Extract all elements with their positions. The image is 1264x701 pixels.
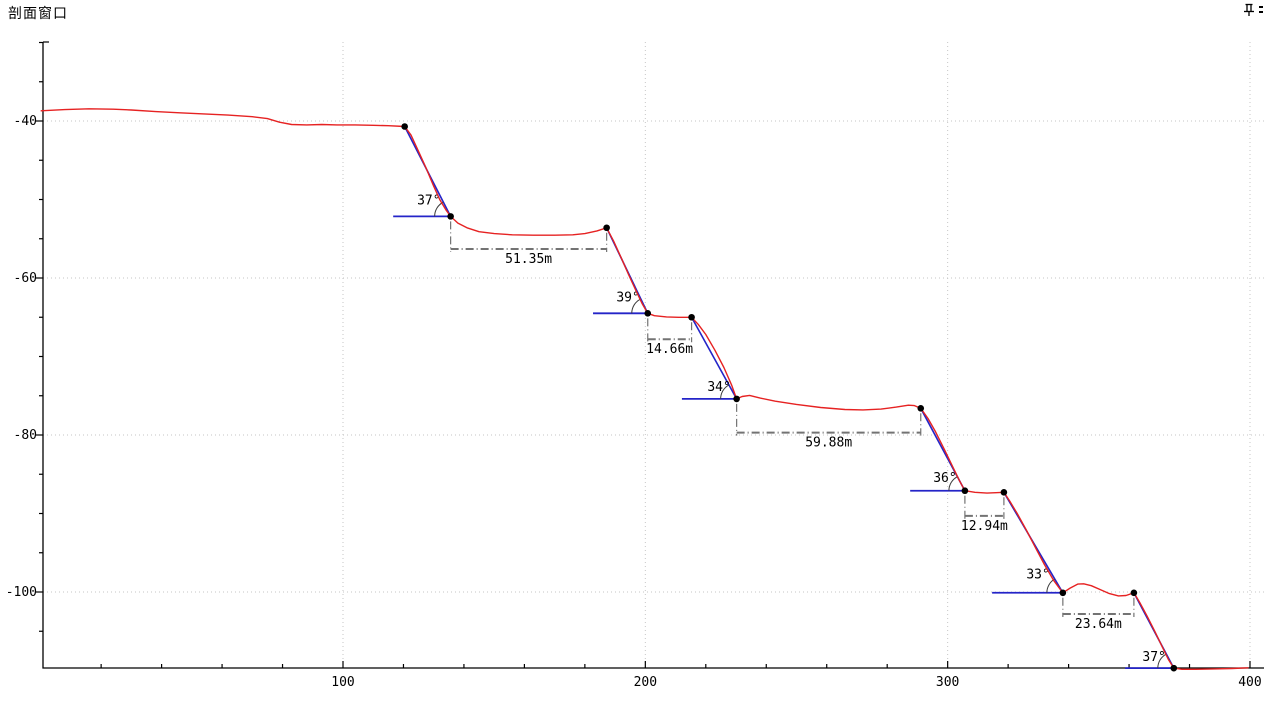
slope-angle-label: 33°	[1026, 568, 1049, 583]
x-tick-label: 200	[634, 675, 657, 690]
pin-icon[interactable]	[1241, 2, 1257, 18]
y-tick-label: -60	[14, 271, 37, 286]
profile-node-dot	[1130, 589, 1138, 597]
slope-angle-label: 39°	[616, 291, 639, 306]
bench-length-label: 59.88m	[805, 436, 852, 451]
angle-arc	[434, 201, 444, 217]
terrain-profile-line	[40, 108, 1249, 670]
y-tick-label: -80	[14, 428, 37, 443]
angle-arc	[720, 384, 730, 399]
x-tick-label: 100	[331, 675, 354, 690]
y-tick-label: -100	[6, 585, 37, 600]
profile-node-dot	[1170, 664, 1178, 672]
profile-node-dot	[644, 310, 652, 317]
bench-length-label: 23.64m	[1075, 617, 1122, 632]
x-tick-label: 400	[1238, 675, 1261, 690]
angle-arc	[1046, 578, 1056, 593]
profile-node-dot	[1000, 489, 1008, 496]
bench-length-label: 12.94m	[961, 519, 1008, 534]
profile-node-dot	[401, 123, 408, 130]
close-icon[interactable]	[1259, 4, 1264, 16]
slope-angle-label: 36°	[933, 471, 956, 486]
bench-length-label: 51.35m	[505, 252, 552, 267]
title-bar: 剖面窗口	[0, 0, 1264, 22]
profile-node-dot	[447, 213, 454, 220]
window-title: 剖面窗口	[8, 6, 68, 22]
profile-node-dot	[688, 313, 695, 321]
profile-node-dot	[1059, 589, 1067, 597]
slope-angle-label: 34°	[707, 380, 730, 395]
slope-angle-label: 37°	[1142, 650, 1165, 665]
profile-node-dot	[961, 487, 969, 495]
angle-arc	[948, 476, 958, 491]
axis-frame	[42, 42, 1264, 669]
profile-node-dot	[733, 395, 740, 403]
y-tick-label: -40	[14, 114, 37, 129]
profile-node-dot	[603, 224, 610, 232]
x-tick-label: 300	[936, 675, 959, 690]
profile-node-dot	[917, 405, 925, 412]
bench-length-label: 14.66m	[646, 342, 693, 357]
slope-angle-label: 37°	[417, 193, 440, 208]
